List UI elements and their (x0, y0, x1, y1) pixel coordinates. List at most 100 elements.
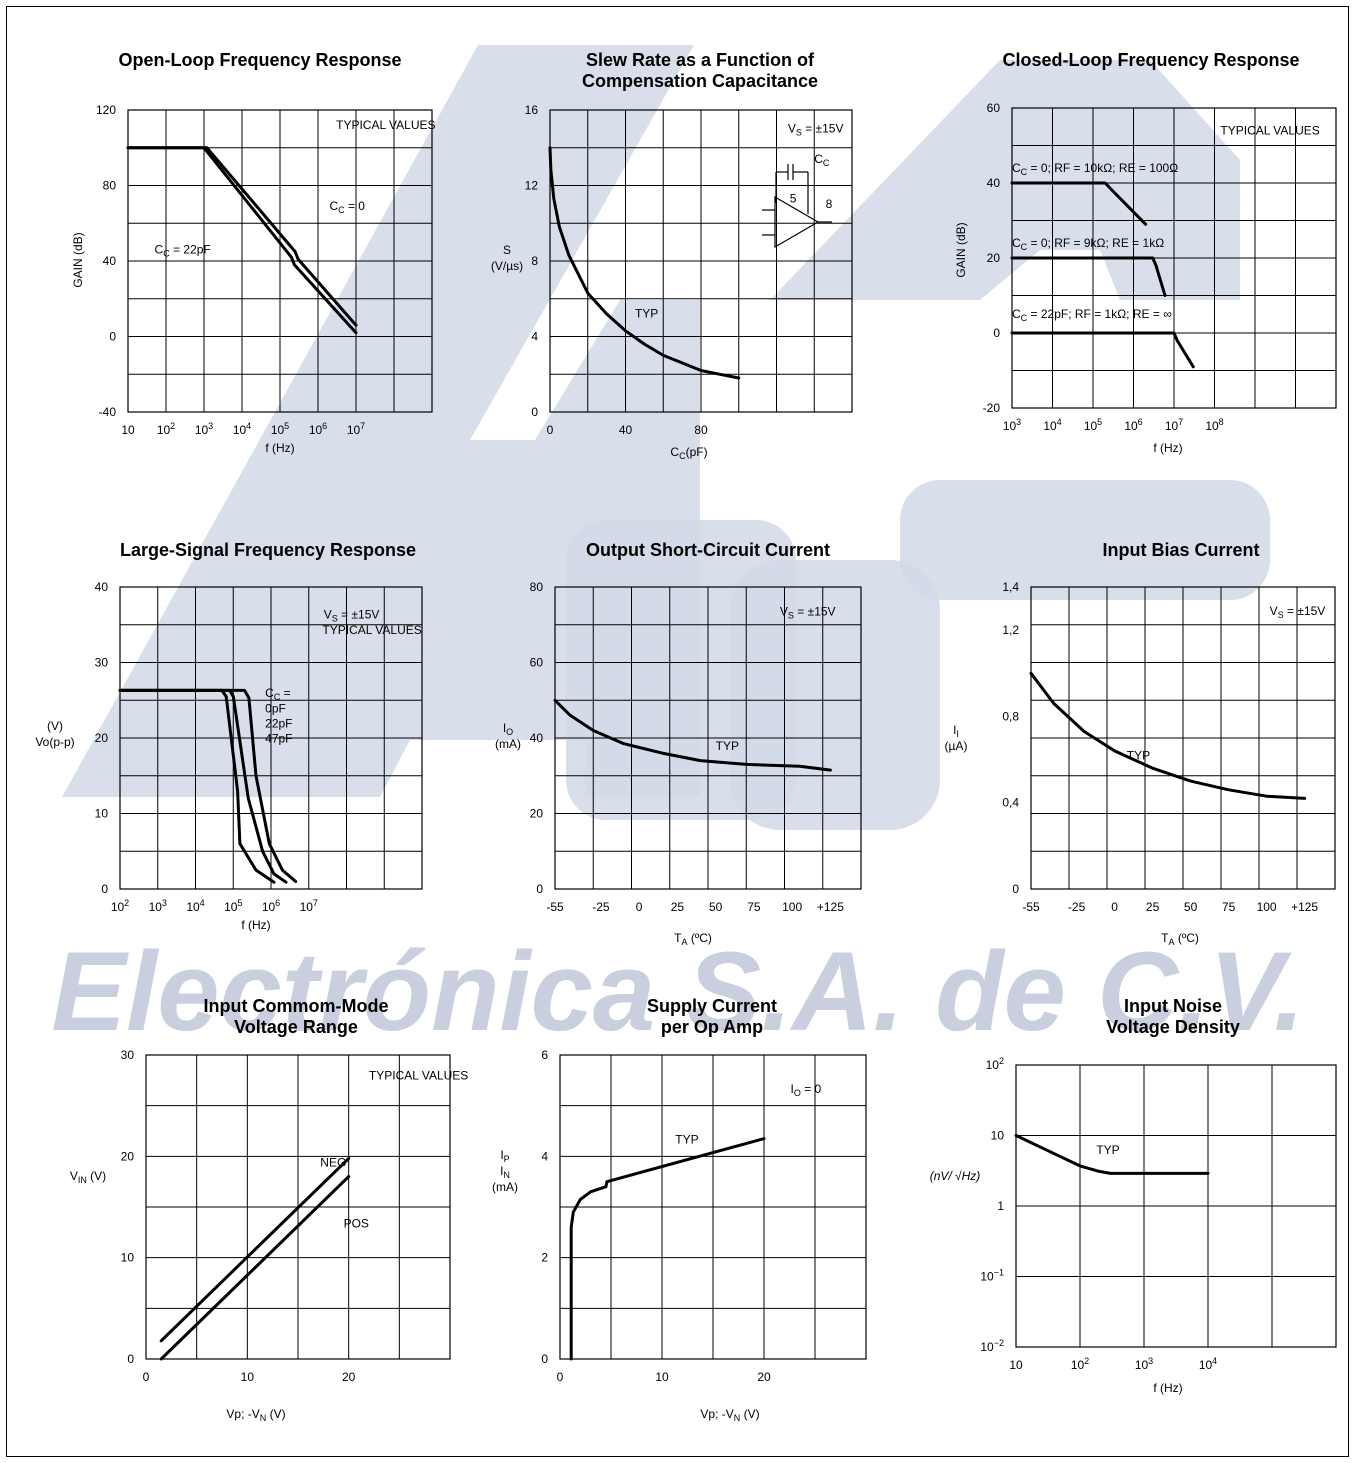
annotation-typical-values: TYPICAL VALUES (369, 1068, 468, 1082)
y-tick-label: 20 (530, 807, 544, 821)
y-axis-label: (mA) (492, 1180, 518, 1194)
plot-area (1015, 1064, 1337, 1348)
annotation-c-c-22pf: CC​ = 22pF (155, 242, 211, 258)
x-tick-label: 75 (747, 900, 761, 914)
y-axis-label: (V/µs) (491, 259, 523, 273)
y-axis-label: GAIN (dB) (954, 222, 968, 277)
x-axis-label: TA​ (ºC) (674, 931, 712, 947)
series-line-typ (548, 146, 741, 380)
y-axis-label: IN​ (500, 1164, 510, 1180)
annotation-v-s-15v: VS​ = ±15V (324, 608, 380, 624)
y-tick-label: 0 (531, 405, 538, 419)
chart-title: per Op Amp (661, 1017, 763, 1037)
y-tick-label: 0 (127, 1352, 134, 1366)
x-tick-label: 50 (1184, 900, 1198, 914)
plot-area (549, 109, 853, 413)
x-axis-label: Vp; -VN​ (V) (700, 1407, 759, 1423)
watermark-text: Electrónica S.A. de C.V. (51, 929, 1304, 1054)
y-tick-label: 80 (530, 580, 544, 594)
y-tick-label: 40 (530, 731, 544, 745)
x-tick-label: 10 (241, 1370, 255, 1384)
annotation-8: 8 (826, 197, 833, 211)
y-tick-label: 0 (101, 882, 108, 896)
chart-title: Closed-Loop Frequency Response (1002, 50, 1299, 70)
series-line-typ (569, 1137, 766, 1361)
page-frame (6, 6, 1349, 1457)
y-tick-label: 10 (121, 1251, 135, 1265)
annotation-neg: NEG (320, 1155, 346, 1169)
y-axis-label: S (503, 243, 511, 257)
series-line-typ (1014, 1134, 1210, 1175)
y-tick-label: -20 (983, 401, 1001, 415)
y-tick-label: 2 (541, 1251, 548, 1265)
annotation-47pf: 47pF (265, 732, 292, 746)
annotation-5: 5 (790, 191, 797, 205)
x-tick-label: 0 (143, 1370, 150, 1384)
y-tick-label: 1 (997, 1199, 1004, 1213)
chart-title: Input Bias Current (1102, 540, 1259, 560)
x-axis-label: TA​ (ºC) (1161, 931, 1199, 947)
y-tick-label: 30 (121, 1048, 135, 1062)
y-tick-label: -40 (99, 405, 117, 419)
y-tick-label: 8 (531, 254, 538, 268)
annotation-typ: TYP (635, 307, 658, 321)
annotation-22pf: 22pF (265, 716, 292, 730)
x-tick-label: 103​ (1003, 417, 1021, 433)
y-tick-label: 40 (95, 580, 109, 594)
series-line-typ (553, 698, 832, 772)
plot-area (119, 586, 423, 890)
annotation-typ: TYP (675, 1133, 698, 1147)
chart-title: Compensation Capacitance (582, 71, 818, 91)
annotation-c-c-22pf-rf-1k-re: CC​ = 22pF; RF = 1kΩ; RE = ∞ (1012, 307, 1172, 323)
y-tick-label: 20 (121, 1149, 135, 1163)
series-line-22pf (118, 688, 288, 884)
plot-area (1030, 586, 1336, 890)
chart-title: Supply Current (647, 996, 777, 1016)
x-tick-label: 10 (655, 1370, 669, 1384)
chart-title: Input Noise (1124, 996, 1222, 1016)
y-tick-label: 60 (987, 101, 1001, 115)
y-tick-label: 40 (103, 254, 117, 268)
series-line-pos (159, 1175, 351, 1361)
annotation-pos: POS (344, 1216, 369, 1230)
x-tick-label: 102​ (157, 421, 175, 437)
annotation-typical-values: TYPICAL VALUES (322, 623, 421, 637)
y-tick-label: 0 (536, 882, 543, 896)
y-tick-label: 6 (541, 1048, 548, 1062)
x-tick-label: 107​ (300, 898, 318, 914)
x-tick-label: 104​ (1043, 417, 1061, 433)
annotation-typical-values: TYPICAL VALUES (336, 118, 435, 132)
x-tick-label: 103​ (1135, 1356, 1153, 1372)
y-tick-label: 120 (96, 103, 116, 117)
x-tick-label: 40 (619, 423, 633, 437)
chart-title: Voltage Density (1106, 1017, 1240, 1037)
y-axis-label: (nV/ √Hz) (930, 1169, 981, 1183)
x-tick-label: 20 (757, 1370, 771, 1384)
y-tick-label: 0,4 (1002, 796, 1019, 810)
annotation-c-c-0: CC​ = 0 (329, 199, 365, 215)
y-tick-label: 0 (541, 1352, 548, 1366)
plot-area (145, 1054, 451, 1360)
y-tick-label: 10−1​ (980, 1268, 1004, 1284)
x-tick-label: 108​ (1205, 417, 1223, 433)
annotation-typ: TYP (1096, 1143, 1119, 1157)
annotation-c-c-0-rf-9k-re-1k: CC​ = 0; RF = 9kΩ; RE = 1kΩ (1012, 236, 1164, 252)
x-tick-label: 75 (1222, 900, 1236, 914)
watermark-graphic (62, 45, 1270, 830)
x-axis-label: f (Hz) (265, 441, 294, 455)
series-line-c-c-22pf (126, 146, 358, 335)
y-tick-label: 0,8 (1002, 709, 1019, 723)
y-tick-label: 10 (95, 807, 109, 821)
series-line-c-c-22pf-rf-1k-re (1010, 331, 1195, 369)
x-tick-label: -25 (1068, 900, 1086, 914)
y-axis-label: GAIN (dB) (71, 232, 85, 287)
y-axis-label: (V) (47, 719, 63, 733)
x-tick-label: +125 (817, 900, 844, 914)
plot-area (559, 1054, 867, 1360)
